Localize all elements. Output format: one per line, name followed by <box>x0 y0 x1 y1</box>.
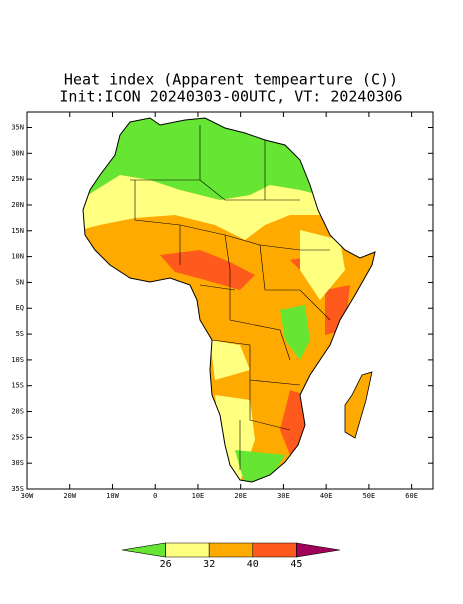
lat-tick-label: 5N <box>16 278 24 286</box>
lat-tick-label: 5S <box>16 330 24 338</box>
lat-tick-label: 20S <box>11 408 24 416</box>
lon-tick-label: 30W <box>21 492 34 500</box>
lon-tick-label: 0 <box>153 492 157 500</box>
lat-tick-label: 25S <box>11 433 24 441</box>
madagascar <box>344 371 373 439</box>
lat-tick-label: 35N <box>11 123 24 131</box>
coastline <box>82 117 376 483</box>
lat-tick-label: 10N <box>11 253 24 261</box>
lon-tick-label: 10W <box>106 492 119 500</box>
title: Heat index (Apparent tempearture (C)) <box>64 71 398 89</box>
lat-tick-label: 35S <box>11 485 24 493</box>
lat-tick-label: 30S <box>11 459 24 467</box>
lat-tick-label: 25N <box>11 175 24 183</box>
colorbar-segment <box>121 542 166 558</box>
subtitle: Init:ICON 20240303-00UTC, VT: 20240306 <box>59 88 402 106</box>
colorbar-segment <box>296 542 341 558</box>
colorbar-segment <box>165 542 210 558</box>
map-frame <box>26 111 434 490</box>
lon-tick-label: 60E <box>405 492 418 500</box>
lon-tick-label: 20W <box>63 492 76 500</box>
borders <box>130 125 331 470</box>
lat-tick-label: 10S <box>11 356 24 364</box>
colorbar-label: 32 <box>203 559 215 570</box>
lon-tick-label: 30E <box>277 492 290 500</box>
colorbar-label: 45 <box>290 559 302 570</box>
lat-tick-label: EQ <box>16 304 24 312</box>
lon-tick-label: 50E <box>363 492 376 500</box>
colorbar-label: 26 <box>160 559 172 570</box>
colorbar-label: 40 <box>247 559 259 570</box>
lat-tick-label: 20N <box>11 201 24 209</box>
colorbar-segment <box>252 542 297 558</box>
lat-tick-label: 15N <box>11 227 24 235</box>
lon-tick-label: 40E <box>320 492 333 500</box>
lon-tick-label: 20E <box>234 492 247 500</box>
lat-tick-label: 15S <box>11 382 24 390</box>
lat-tick-label: 30N <box>11 149 24 157</box>
lon-tick-label: 10E <box>192 492 205 500</box>
colorbar-segment <box>208 542 254 558</box>
